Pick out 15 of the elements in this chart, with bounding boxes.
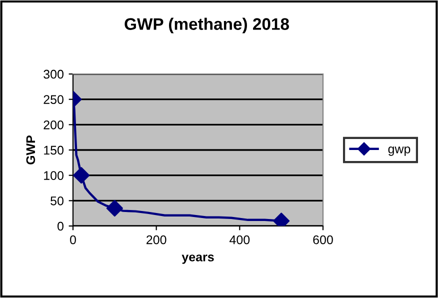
y-tick-label: 200 <box>44 120 64 130</box>
x-tick-label: 200 <box>146 235 166 244</box>
x-axis-title: years <box>182 254 214 264</box>
y-tick-label: 0 <box>58 222 64 231</box>
y-tick-label: 150 <box>44 146 64 155</box>
x-tick-label: 400 <box>230 235 250 244</box>
y-axis-title: GWP <box>26 136 36 164</box>
chart-title: GWP (methane) 2018 <box>124 18 289 34</box>
y-tick-label: 50 <box>50 196 64 206</box>
y-tick-label: 100 <box>44 171 64 180</box>
y-tick-label: 250 <box>44 95 64 104</box>
x-tick-label: 0 <box>70 235 76 244</box>
legend-label: gwp <box>388 146 410 156</box>
x-tick-label: 600 <box>313 235 333 244</box>
y-tick-label: 300 <box>44 70 64 79</box>
